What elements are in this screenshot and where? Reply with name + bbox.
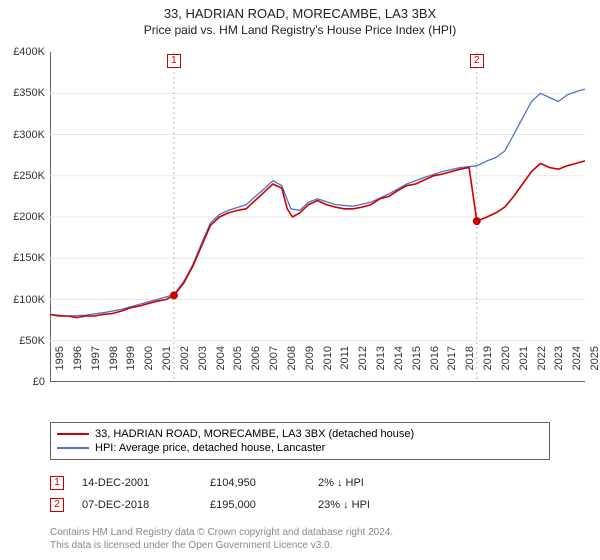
legend-swatch	[57, 433, 89, 435]
chart-svg	[50, 52, 585, 382]
sale-row: 2 07-DEC-2018 £195,000 23% ↓ HPI	[50, 494, 408, 516]
footer-attribution: Contains HM Land Registry data © Crown c…	[50, 526, 393, 552]
sale-date: 07-DEC-2018	[82, 499, 192, 511]
chart-area: £0£50K£100K£150K£200K£250K£300K£350K£400…	[50, 52, 585, 408]
sale-price: £104,950	[210, 477, 300, 489]
x-axis-label: 1995	[54, 346, 66, 386]
sale-marker-1: 1	[167, 54, 181, 68]
y-axis-label: £350K	[1, 87, 45, 99]
y-axis-label: £0	[1, 376, 45, 388]
sale-pct: 23% ↓ HPI	[318, 499, 408, 511]
x-axis-label: 2019	[482, 346, 494, 386]
x-axis-label: 2009	[304, 346, 316, 386]
x-axis-label: 2013	[375, 346, 387, 386]
legend-item: HPI: Average price, detached house, Lanc…	[57, 441, 543, 455]
y-axis-label: £300K	[1, 129, 45, 141]
x-axis-label: 2017	[446, 346, 458, 386]
x-axis-label: 1996	[72, 346, 84, 386]
sale-pct: 2% ↓ HPI	[318, 477, 408, 489]
x-axis-label: 2022	[536, 346, 548, 386]
legend-label: HPI: Average price, detached house, Lanc…	[95, 442, 325, 454]
y-axis-label: £150K	[1, 252, 45, 264]
x-axis-label: 1999	[125, 346, 137, 386]
legend-label: 33, HADRIAN ROAD, MORECAMBE, LA3 3BX (de…	[95, 428, 414, 440]
x-axis-label: 2005	[232, 346, 244, 386]
sale-marker-2: 2	[470, 54, 484, 68]
title-subtitle: Price paid vs. HM Land Registry's House …	[0, 23, 600, 37]
x-axis-label: 2000	[143, 346, 155, 386]
sale-marker-box: 2	[50, 498, 64, 512]
chart-container: 33, HADRIAN ROAD, MORECAMBE, LA3 3BX Pri…	[0, 0, 600, 560]
x-axis-label: 2001	[161, 346, 173, 386]
x-axis-label: 2018	[464, 346, 476, 386]
sale-row: 1 14-DEC-2001 £104,950 2% ↓ HPI	[50, 472, 408, 494]
x-axis-label: 2024	[571, 346, 583, 386]
x-axis-label: 2004	[215, 346, 227, 386]
footer-line2: This data is licensed under the Open Gov…	[50, 539, 393, 552]
y-axis-label: £250K	[1, 170, 45, 182]
x-axis-label: 2020	[500, 346, 512, 386]
x-axis-label: 2011	[339, 346, 351, 386]
x-axis-label: 2003	[197, 346, 209, 386]
x-axis-label: 2025	[589, 346, 600, 386]
legend-item: 33, HADRIAN ROAD, MORECAMBE, LA3 3BX (de…	[57, 427, 543, 441]
footer-line1: Contains HM Land Registry data © Crown c…	[50, 526, 393, 539]
sale-price: £195,000	[210, 499, 300, 511]
x-axis-label: 2021	[518, 346, 530, 386]
x-axis-label: 2007	[268, 346, 280, 386]
sales-table: 1 14-DEC-2001 £104,950 2% ↓ HPI 2 07-DEC-2018…	[50, 472, 408, 516]
sale-date: 14-DEC-2001	[82, 477, 192, 489]
x-axis-label: 2010	[322, 346, 334, 386]
x-axis-label: 2008	[286, 346, 298, 386]
legend: 33, HADRIAN ROAD, MORECAMBE, LA3 3BX (de…	[50, 422, 550, 460]
x-axis-label: 2012	[357, 346, 369, 386]
x-axis-label: 1998	[108, 346, 120, 386]
y-axis-label: £100K	[1, 294, 45, 306]
legend-swatch	[57, 447, 89, 449]
x-axis-label: 2014	[393, 346, 405, 386]
x-axis-label: 2015	[411, 346, 423, 386]
sale-marker-box: 1	[50, 476, 64, 490]
x-axis-label: 2002	[179, 346, 191, 386]
x-axis-label: 2006	[250, 346, 262, 386]
y-axis-label: £400K	[1, 46, 45, 58]
x-axis-label: 2016	[429, 346, 441, 386]
x-axis-label: 1997	[90, 346, 102, 386]
x-axis-label: 2023	[553, 346, 565, 386]
y-axis-label: £200K	[1, 211, 45, 223]
title-address: 33, HADRIAN ROAD, MORECAMBE, LA3 3BX	[0, 6, 600, 21]
y-axis-label: £50K	[1, 335, 45, 347]
